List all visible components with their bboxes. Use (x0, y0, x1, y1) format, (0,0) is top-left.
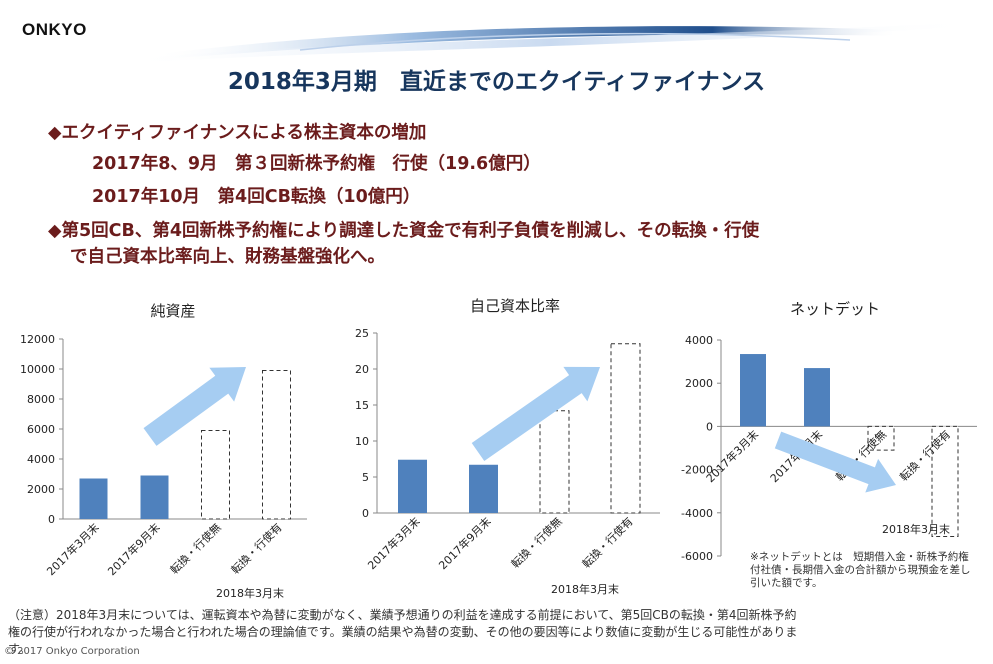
bar-projected (610, 343, 641, 514)
bar-projected (539, 410, 570, 514)
bullet-debt-reduction: ◆第5回CB、第4回新株予約権により調達した資金で有利子負債を削減し、その転換・… (48, 221, 760, 241)
x-group-label: 2018年3月末 (551, 582, 619, 596)
y-tick-label: 10000 (20, 363, 55, 376)
net-debt-footnote-line2: 付社債・長期借入金の合計額から現預金を差し (750, 564, 971, 576)
bar (79, 478, 108, 519)
bullet-sub-cb: 2017年10月 第4回CB転換（10億円） (92, 187, 421, 207)
y-tick-label: 12000 (20, 333, 55, 346)
x-tick-label: 転換・行使有 (228, 520, 285, 577)
x-tick-label: 転換・行使無 (508, 514, 565, 571)
chart-net-debt: -6000-4000-20000200040002017年3月末2017年9月末… (681, 334, 977, 563)
notice-line3: す。 (8, 642, 31, 656)
net-debt-footnote: ※ネットデットとは 短期借入金・新株予約権 付社債・長期借入金の合計額から現預金… (750, 551, 971, 590)
y-tick-label: -6000 (681, 550, 713, 563)
x-group-label: 2018年3月末 (882, 522, 950, 536)
trend-arrow (774, 431, 896, 493)
chart-equity-ratio: 0 5 10 15 20 25 2017年3月末 2017年9月末 転換・行使無 転換・行使有 20… (355, 327, 660, 596)
notice-line1: （注意）2018年3月末については、運転資本や為替に変動がなく、業績予想通りの利… (8, 608, 797, 622)
y-tick-label: 0 (706, 420, 713, 433)
bullet-equity-increase: ◆エクイティファイナンスによる株主資本の増加 (48, 123, 427, 143)
y-tick-label: 6000 (27, 423, 55, 436)
chart-title-net-assets: 純資産 (150, 302, 196, 320)
y-tick-label: 10 (355, 435, 369, 448)
notice-line2: 権の行使が行われなかった場合と行われた場合の理論値です。業績の結果や為替の変動、… (8, 625, 798, 639)
bar (398, 459, 427, 513)
y-tick-label: 2000 (27, 483, 55, 496)
x-tick-label: 2017年3月末 (44, 520, 102, 578)
y-tick-label: 0 (48, 513, 55, 526)
bar (804, 368, 830, 427)
bullet-sub-warrant: 2017年8、9月 第３回新株予約権 行使（19.6億円） (92, 154, 541, 174)
x-tick-label: 2017年9月末 (105, 520, 163, 578)
header-swoosh (120, 22, 980, 64)
bar-projected (201, 430, 230, 520)
y-tick-label: 20 (355, 363, 369, 376)
x-tick-label: 2017年9月末 (436, 514, 494, 572)
x-tick-label: 転換・行使無 (167, 520, 224, 577)
chart-title-equity-ratio: 自己資本比率 (469, 297, 560, 315)
y-tick-label: 2000 (685, 377, 713, 390)
y-tick-label: 0 (362, 507, 369, 520)
onkyo-logo: ONKYO (22, 20, 87, 39)
y-tick-label: 4000 (685, 334, 713, 347)
bar-projected (262, 370, 291, 520)
trend-arrow (143, 367, 246, 446)
page-title: 2018年3月期 直近までのエクイティファイナンス (227, 69, 766, 95)
bar-projected (931, 425, 959, 538)
bar (469, 464, 498, 513)
bullet-debt-reduction-cont: で自己資本比率向上、財務基盤強化へ。 (70, 247, 385, 267)
net-debt-footnote-line3: 引いた額です。 (750, 577, 823, 589)
x-tick-label: 2017年3月末 (703, 427, 761, 485)
y-tick-label: 4000 (27, 453, 55, 466)
y-tick-label: 25 (355, 327, 369, 340)
y-tick-label: -2000 (681, 464, 713, 477)
y-tick-label: -4000 (681, 507, 713, 520)
x-tick-label: 2017年3月末 (365, 514, 423, 572)
bar-projected (867, 425, 895, 451)
copyright: © 2017 Onkyo Corporation (4, 646, 140, 657)
notice-text: （注意）2018年3月末については、運転資本や為替に変動がなく、業績予想通りの利… (8, 607, 993, 658)
bar (740, 354, 766, 427)
y-tick-label: 5 (362, 471, 369, 484)
chart-net-assets: 0 2000 4000 6000 8000 10000 12000 2017年3月末 2017年… (20, 333, 307, 600)
x-group-label: 2018年3月末 (216, 586, 284, 600)
y-tick-label: 15 (355, 399, 369, 412)
chart-title-net-debt: ネットデット (789, 300, 880, 318)
net-debt-footnote-line1: ※ネットデットとは 短期借入金・新株予約権 (750, 551, 969, 563)
y-tick-label: 8000 (27, 393, 55, 406)
x-tick-label: 転換・行使有 (579, 514, 636, 571)
bar (140, 475, 169, 519)
trend-arrow (471, 366, 600, 462)
